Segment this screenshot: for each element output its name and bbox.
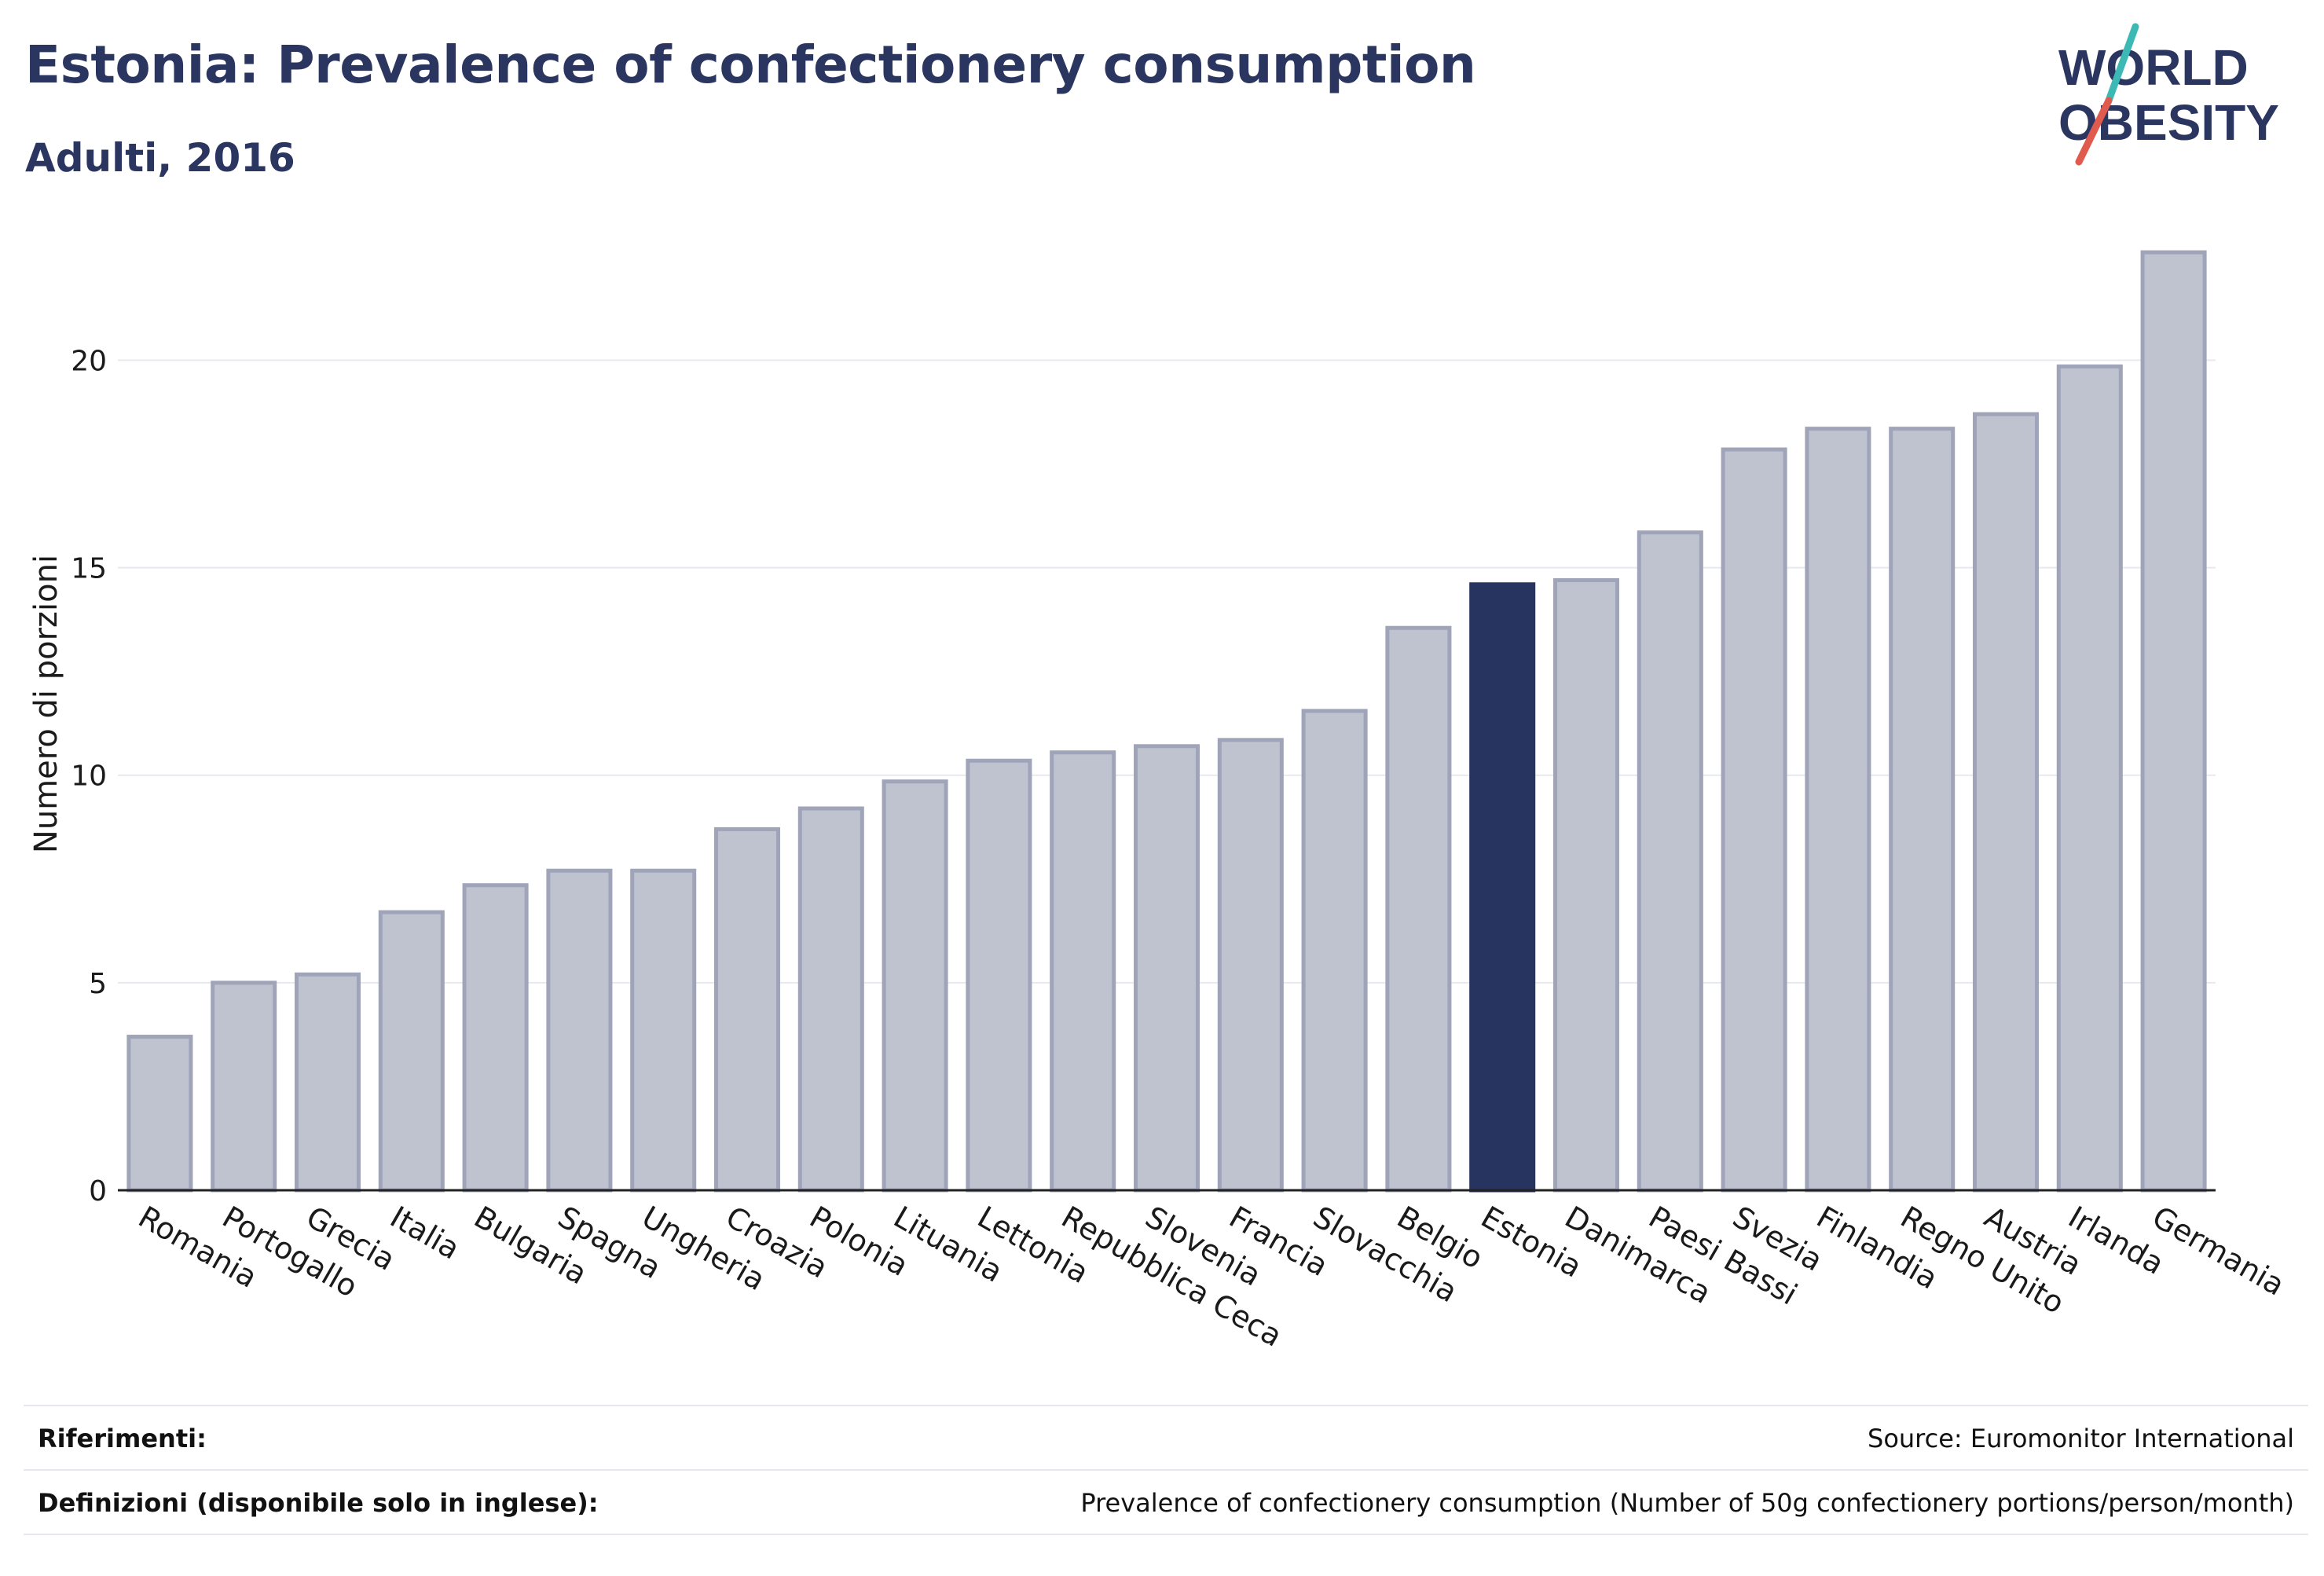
definitions-value: Prevalence of confectionery consumption … (1080, 1488, 2294, 1518)
chart-subtitle: Adulti, 2016 (25, 135, 295, 181)
logo-slash-coral (2075, 97, 2113, 166)
logo-slash-teal (2105, 23, 2139, 104)
bar-grecia (294, 972, 361, 1193)
bar-polonia (797, 806, 864, 1193)
logo-word-world: WORLD (2058, 39, 2249, 96)
bar-repubblica-ceca (1050, 750, 1116, 1193)
bar-portogallo (211, 980, 277, 1193)
bar-croazia (713, 826, 781, 1193)
bar-lituania (882, 779, 948, 1193)
bar-francia (1217, 738, 1284, 1193)
bar-regno-unito (1889, 427, 1956, 1193)
bars (126, 250, 2207, 1193)
x-tick-irlanda: Irlanda (2062, 1200, 2169, 1281)
bar-ungheria (630, 868, 697, 1193)
chart-title: Estonia: Prevalence of confectionery con… (25, 35, 1476, 95)
world-obesity-logo: WORLD OBESITY (2058, 23, 2279, 166)
footer-divider (24, 1534, 2308, 1535)
y-tick-5: 5 (89, 968, 107, 1000)
bar-slovacchia (1301, 709, 1368, 1193)
y-axis-ticks: 0 5 10 15 20 (71, 345, 107, 1208)
bar-lettonia (966, 758, 1032, 1193)
bar-estonia (1469, 582, 1536, 1193)
references-value: Source: Euromonitor International (1868, 1424, 2294, 1453)
y-tick-20: 20 (71, 345, 107, 377)
references-row: Riferimenti: Source: Euromonitor Interna… (24, 1405, 2308, 1471)
y-axis-label: Numero di porzioni (28, 555, 64, 853)
bar-austria (1972, 412, 2040, 1193)
bar-germania (2140, 250, 2207, 1193)
y-tick-0: 0 (89, 1175, 107, 1208)
references-label: Riferimenti: (38, 1424, 207, 1453)
bar-belgio (1385, 625, 1452, 1193)
bar-danimarca (1552, 577, 1620, 1193)
y-tick-15: 15 (71, 553, 107, 585)
x-tick-italia: Italia (384, 1200, 465, 1266)
bar-svezia (1721, 447, 1787, 1193)
bar-paesi-bassi (1637, 530, 1703, 1193)
y-tick-10: 10 (71, 761, 107, 793)
bar-irlanda (2056, 364, 2123, 1193)
definitions-row: Definizioni (disponibile solo in inglese… (24, 1469, 2308, 1535)
definitions-label: Definizioni (disponibile solo in inglese… (38, 1488, 599, 1518)
bar-italia (378, 910, 445, 1193)
bar-slovenia (1133, 744, 1200, 1193)
bar-romania (126, 1035, 193, 1193)
bar-finlandia (1805, 427, 1871, 1193)
bar-bulgaria (462, 883, 529, 1193)
bar-spagna (546, 868, 613, 1193)
